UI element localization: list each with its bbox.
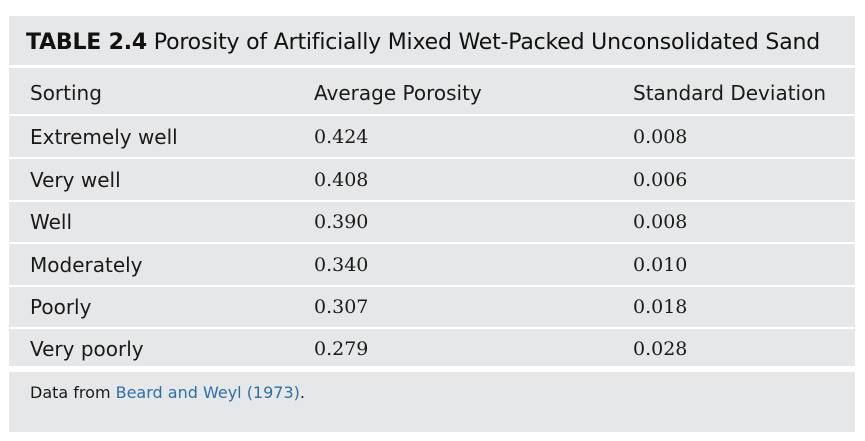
average-porosity-cell: 0.307	[314, 296, 369, 318]
row-divider	[9, 327, 855, 329]
footnote-prefix: Data from	[30, 383, 116, 402]
column-header-standard-deviation: Standard Deviation	[633, 81, 827, 105]
average-porosity-cell: 0.390	[314, 211, 369, 233]
table-header-row: Sorting Average Porosity Standard Deviat…	[9, 72, 855, 114]
row-divider	[9, 285, 855, 287]
column-header-average-porosity: Average Porosity	[314, 81, 482, 105]
table-footnote: Data from Beard and Weyl (1973).	[30, 383, 305, 402]
standard-deviation-cell: 0.028	[633, 338, 688, 360]
sorting-cell: Moderately	[30, 253, 143, 277]
row-divider	[9, 114, 855, 116]
table-caption: TABLE 2.4 Porosity of Artificially Mixed…	[26, 30, 820, 55]
table-row: Extremely well 0.424 0.008	[9, 116, 855, 158]
sorting-cell: Well	[30, 210, 73, 234]
footnote-suffix: .	[299, 383, 305, 402]
standard-deviation-cell: 0.018	[633, 296, 688, 318]
table-label: TABLE 2.4	[26, 30, 147, 55]
row-divider	[9, 200, 855, 202]
average-porosity-cell: 0.408	[314, 169, 369, 191]
row-divider	[9, 242, 855, 244]
table-row: Poorly 0.307 0.018	[9, 286, 855, 328]
row-divider	[9, 157, 855, 159]
standard-deviation-cell: 0.010	[633, 254, 688, 276]
average-porosity-cell: 0.424	[314, 126, 369, 148]
header-divider	[9, 65, 855, 68]
column-header-sorting: Sorting	[30, 81, 102, 105]
porosity-table: TABLE 2.4 Porosity of Artificially Mixed…	[9, 16, 855, 432]
table-row: Very poorly 0.279 0.028	[9, 328, 855, 370]
sorting-cell: Very poorly	[30, 337, 144, 361]
average-porosity-cell: 0.340	[314, 254, 369, 276]
table-row: Moderately 0.340 0.010	[9, 244, 855, 286]
sorting-cell: Extremely well	[30, 125, 178, 149]
standard-deviation-cell: 0.008	[633, 126, 688, 148]
table-row: Well 0.390 0.008	[9, 201, 855, 243]
sorting-cell: Very well	[30, 168, 121, 192]
standard-deviation-cell: 0.008	[633, 211, 688, 233]
citation-link[interactable]: Beard and Weyl (1973)	[115, 383, 300, 402]
footer-divider	[9, 366, 855, 372]
table-title: Porosity of Artificially Mixed Wet-Packe…	[153, 30, 820, 55]
average-porosity-cell: 0.279	[314, 338, 369, 360]
table-row: Very well 0.408 0.006	[9, 159, 855, 201]
standard-deviation-cell: 0.006	[633, 169, 688, 191]
sorting-cell: Poorly	[30, 295, 92, 319]
